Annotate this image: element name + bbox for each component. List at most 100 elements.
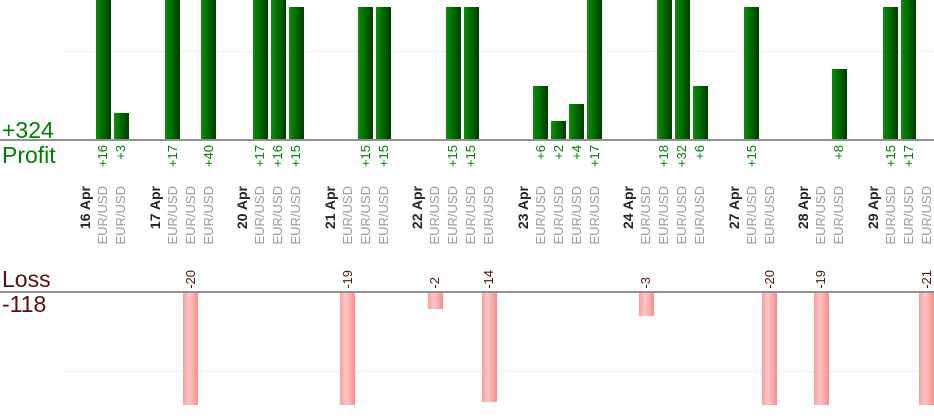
profit-value-label: +16	[270, 145, 285, 168]
profit-bar	[901, 0, 916, 139]
loss-value-label: -2	[427, 277, 442, 289]
symbol-label: EUR/USD	[113, 186, 128, 245]
profit-bar	[674, 0, 690, 139]
profit-axis-line	[0, 139, 934, 141]
symbol-label: EUR/USD	[831, 186, 846, 245]
profit-bar	[656, 0, 672, 139]
loss-bar	[762, 293, 777, 405]
loss-value-label: -19	[339, 270, 355, 289]
symbol-label: EUR/USD	[674, 186, 689, 245]
date-label: 21 Apr	[321, 186, 338, 230]
profit-gridline	[62, 51, 934, 52]
symbol-label: EUR/USD	[252, 186, 267, 245]
loss-value-label: -3	[638, 277, 653, 289]
symbol-label: EUR/USD	[182, 186, 198, 245]
profit-bar	[270, 0, 286, 139]
profit-value-label: +17	[252, 145, 267, 168]
profit-value-label: +17	[586, 145, 602, 168]
date-label: 29 Apr	[864, 186, 881, 230]
loss-bar	[919, 293, 934, 405]
profit-value-label: +15	[743, 145, 759, 168]
loss-bar	[427, 293, 443, 309]
loss-value-label: -21	[918, 270, 934, 289]
profit-bar	[831, 69, 847, 139]
profit-value-label: +15	[288, 145, 303, 168]
symbol-label: EUR/USD	[918, 186, 934, 245]
symbol-label: EUR/USD	[164, 186, 180, 245]
symbol-label: EUR/USD	[463, 186, 478, 245]
date-label: 20 Apr	[234, 186, 250, 230]
profit-value-label: +3	[113, 145, 128, 160]
profit-value-label: +15	[882, 145, 898, 168]
symbol-label: EUR/USD	[339, 186, 355, 245]
loss-value-label: -20	[761, 270, 777, 289]
symbol-label: EUR/USD	[638, 186, 653, 245]
symbol-label: EUR/USD	[95, 186, 110, 245]
profit-bar	[201, 0, 216, 139]
symbol-label: EUR/USD	[200, 186, 216, 245]
symbol-label: EUR/USD	[481, 186, 496, 245]
profit-bar	[252, 0, 268, 139]
loss-gridline	[62, 371, 934, 372]
profit-value-label: +8	[831, 145, 846, 160]
profit-value-label: +15	[445, 145, 460, 168]
symbol-label: EUR/USD	[288, 186, 303, 245]
loss-value-label: -14	[481, 270, 496, 289]
profit-bar	[692, 86, 708, 139]
loss-value-label: -20	[182, 270, 198, 289]
symbol-label: EUR/USD	[656, 186, 671, 245]
profit-value-label: +16	[95, 145, 110, 168]
profit-value-label: +40	[200, 145, 216, 168]
symbol-label: EUR/USD	[427, 186, 442, 245]
date-label: 27 Apr	[725, 186, 742, 230]
date-label: 23 Apr	[514, 186, 531, 230]
profit-value-label: +32	[674, 145, 689, 168]
symbol-label: EUR/USD	[270, 186, 285, 245]
symbol-label: EUR/USD	[900, 186, 916, 245]
symbol-label: EUR/USD	[586, 186, 602, 245]
profit-value-label: +15	[357, 145, 373, 168]
symbol-label: EUR/USD	[357, 186, 373, 245]
profit-bar	[533, 86, 548, 139]
symbol-label: EUR/USD	[882, 186, 898, 245]
date-label: 28 Apr	[795, 186, 811, 230]
profit-bar	[376, 7, 391, 139]
loss-axis-line	[0, 291, 934, 293]
date-label: 24 Apr	[620, 186, 636, 230]
symbol-label: EUR/USD	[692, 186, 707, 245]
profit-bar	[744, 7, 759, 139]
date-label: 17 Apr	[146, 186, 163, 230]
symbol-label: EUR/USD	[445, 186, 460, 245]
profit-bar	[883, 7, 898, 139]
profit-bar	[569, 104, 584, 139]
profit-value-label: +2	[550, 145, 566, 160]
symbol-label: EUR/USD	[813, 186, 828, 245]
profit-value-label: +6	[532, 145, 548, 160]
loss-value-label: -19	[813, 270, 828, 289]
profit-bar	[587, 0, 602, 139]
profit-bar	[463, 7, 479, 139]
profit-value-label: +17	[164, 145, 180, 168]
profit-bar	[551, 121, 566, 139]
date-label: 22 Apr	[409, 186, 425, 230]
profit-total-label: +324	[2, 117, 54, 143]
loss-bar	[481, 293, 497, 402]
profit-bar	[288, 7, 304, 139]
profit-value-label: +18	[656, 145, 671, 168]
symbol-label: EUR/USD	[550, 186, 566, 245]
loss-bar	[813, 293, 829, 405]
profit-bar	[95, 0, 111, 139]
date-label: 16 Apr	[77, 186, 93, 230]
profit-value-label: +4	[568, 145, 584, 160]
profit-value-label: +15	[375, 145, 391, 168]
profit-value-label: +17	[900, 145, 916, 168]
symbol-label: EUR/USD	[761, 186, 777, 245]
symbol-label: EUR/USD	[532, 186, 548, 245]
profit-axis-title: Profit	[2, 142, 56, 168]
profit-value-label: +15	[463, 145, 478, 168]
loss-axis-title: Loss	[2, 266, 51, 292]
profit-bar	[445, 7, 461, 139]
loss-total-label: -118	[2, 291, 47, 317]
loss-bar	[340, 293, 355, 405]
loss-bar	[638, 293, 654, 316]
